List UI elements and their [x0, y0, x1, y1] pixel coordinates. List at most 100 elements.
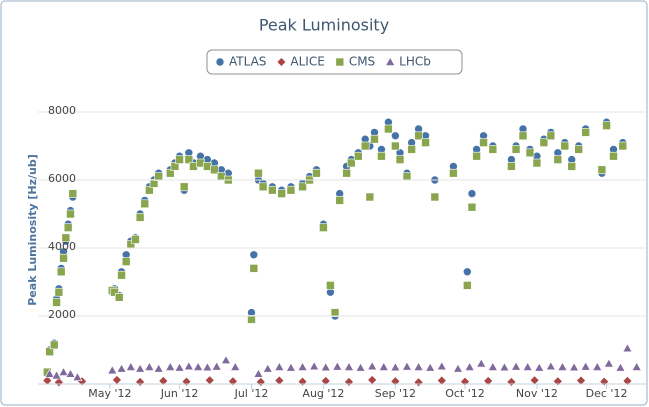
x-tick-label: Dec '12	[586, 387, 628, 400]
data-point	[539, 138, 549, 147]
data-point	[309, 361, 320, 371]
data-point	[464, 361, 475, 371]
legend-label[interactable]: ATLAS	[229, 55, 266, 69]
data-point	[367, 361, 378, 371]
data-point	[68, 189, 78, 198]
data-point	[414, 131, 423, 141]
data-point	[463, 267, 472, 277]
data-point	[44, 368, 55, 378]
data-point	[335, 196, 344, 205]
data-point	[165, 361, 176, 371]
data-point	[149, 179, 159, 188]
legend-item[interactable]: ATLAS	[215, 55, 266, 69]
data-point	[121, 257, 131, 266]
data-point	[114, 292, 124, 302]
y-tick-label: 8000	[48, 104, 76, 117]
data-point	[476, 358, 487, 368]
data-point	[107, 365, 118, 375]
data-point	[615, 362, 626, 372]
data-point	[430, 192, 440, 202]
data-point	[511, 361, 522, 371]
data-point	[574, 145, 584, 154]
data-point	[342, 168, 351, 178]
data-point	[534, 362, 545, 372]
y-tick-label: 6000	[48, 172, 76, 185]
data-point	[144, 361, 155, 371]
data-point	[65, 368, 76, 378]
data-point	[622, 376, 633, 386]
data-point	[66, 209, 75, 219]
legend-label[interactable]: ALICE	[290, 55, 324, 69]
data-point	[511, 145, 521, 154]
legend-item[interactable]: ALICE	[276, 55, 325, 69]
data-point	[117, 270, 126, 280]
data-point	[378, 361, 389, 371]
data-point	[320, 376, 331, 386]
data-point	[153, 363, 164, 373]
data-point	[365, 192, 375, 202]
data-point	[622, 343, 633, 353]
data-point	[320, 362, 331, 372]
data-point	[58, 366, 69, 376]
data-point	[401, 361, 412, 371]
data-point	[183, 361, 194, 371]
data-point	[402, 172, 412, 181]
data-point	[390, 362, 401, 372]
data-point	[56, 267, 66, 277]
data-point	[413, 361, 424, 371]
data-point	[135, 213, 145, 222]
data-point	[407, 145, 416, 154]
data-point	[353, 151, 363, 161]
data-point	[220, 355, 231, 364]
data-point	[592, 361, 603, 371]
data-point	[453, 363, 464, 373]
data-point	[609, 151, 618, 161]
data-point	[249, 264, 259, 273]
legend-item[interactable]: CMS	[335, 55, 375, 69]
data-point	[72, 372, 83, 381]
data-point	[472, 151, 481, 161]
data-point	[581, 128, 590, 137]
data-point	[545, 361, 556, 371]
data-point	[618, 141, 628, 151]
legend-box	[206, 49, 463, 75]
data-point	[602, 121, 611, 130]
legend-label[interactable]: CMS	[349, 55, 375, 69]
data-point	[247, 315, 256, 324]
data-point	[54, 287, 64, 297]
legend-label[interactable]: LHCb	[399, 55, 431, 69]
data-point	[483, 376, 494, 386]
data-point	[631, 361, 642, 371]
legend-marker	[215, 57, 225, 67]
y-axis-title: Peak Luminosity [Hz/ub]	[26, 154, 39, 306]
data-point	[487, 361, 498, 371]
data-point	[312, 168, 321, 178]
data-point	[332, 361, 343, 371]
data-point	[436, 375, 447, 386]
data-point	[49, 340, 59, 350]
data-point	[154, 172, 163, 181]
legend-item[interactable]: LHCb	[385, 55, 431, 69]
data-point	[59, 253, 68, 263]
x-tick-label: May '12	[88, 387, 131, 400]
data-point	[343, 361, 354, 371]
data-point	[249, 250, 259, 260]
data-point	[597, 165, 607, 175]
x-tick-label: Aug '12	[302, 387, 344, 400]
data-point	[254, 168, 263, 178]
y-tick-label: 4000	[48, 240, 76, 253]
chart-title: Peak Luminosity	[259, 16, 389, 35]
data-point	[274, 361, 285, 371]
data-point	[63, 223, 73, 232]
data-point	[165, 168, 175, 178]
data-point	[253, 368, 264, 378]
data-point	[145, 185, 154, 195]
data-point	[258, 182, 268, 192]
x-tick-label: Jul '12	[234, 387, 269, 400]
x-tick-label: Oct '12	[445, 387, 485, 400]
data-point	[158, 376, 169, 386]
data-point	[576, 375, 586, 386]
data-point	[546, 131, 556, 141]
data-point	[230, 361, 241, 371]
